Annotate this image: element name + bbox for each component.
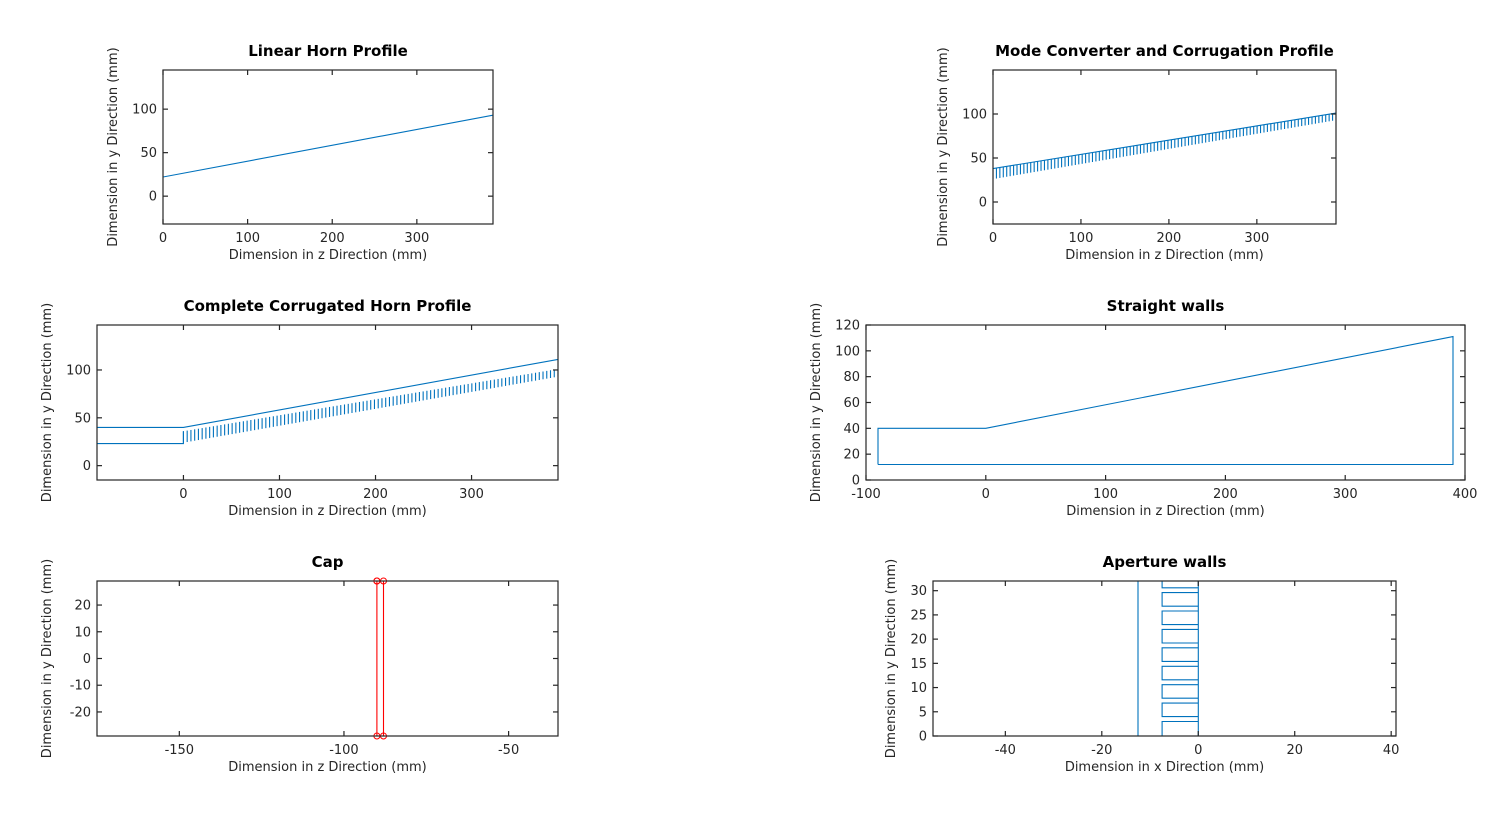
x-tick-label: 0 — [1194, 743, 1202, 758]
y-tick-label: 120 — [835, 319, 860, 334]
x-tick-label: 100 — [235, 231, 260, 246]
axis-box — [162, 69, 494, 225]
chart-complete-horn: 0 100 200 300 0 50 100 Complete Corrugated Horn… — [40, 297, 559, 519]
series-line-0 — [993, 112, 1336, 170]
series-line-0 — [877, 335, 1454, 466]
y-tick-label: 0 — [979, 196, 987, 211]
x-tick-label: 200 — [363, 487, 388, 502]
axis-box — [96, 324, 559, 481]
series-line-1 — [1161, 581, 1199, 736]
y-tick-label: 100 — [66, 363, 91, 378]
plot-area-complete-horn — [97, 358, 558, 445]
x-tick-label: 300 — [1333, 487, 1358, 502]
chart-title: Linear Horn Profile — [248, 42, 408, 60]
x-tick-label: 0 — [989, 231, 997, 246]
x-tick-label: 200 — [1156, 231, 1181, 246]
y-tick-label: 40 — [843, 422, 860, 437]
series-line-0 — [97, 358, 558, 428]
x-tick-label: 0 — [159, 231, 167, 246]
y-tick-label: 0 — [83, 459, 91, 474]
y-tick-label: 0 — [919, 730, 927, 745]
y-tick-label: 10 — [74, 625, 91, 640]
x-tick-label: -50 — [498, 743, 519, 758]
y-tick-label: 20 — [910, 633, 927, 648]
y-tick-label: 20 — [74, 599, 91, 614]
y-axis-label: Dimension in y Direction (mm) — [809, 303, 824, 502]
chart-title: Mode Converter and Corrugation Profile — [995, 42, 1334, 60]
x-tick-label: 100 — [1069, 231, 1094, 246]
y-tick-label: 0 — [852, 474, 860, 489]
x-axis-label: Dimension in z Direction (mm) — [228, 760, 427, 775]
chart-straight-walls: -100 0 100 200 300 400020406080100120Straight… — [809, 297, 1477, 519]
y-tick-label: 30 — [910, 584, 927, 599]
x-tick-label: 300 — [1244, 231, 1269, 246]
y-tick-label: 20 — [843, 448, 860, 463]
y-axis-label: Dimension in y Direction (mm) — [40, 559, 55, 758]
plot-area-cap — [376, 581, 385, 736]
y-tick-label: 80 — [843, 370, 860, 385]
y-tick-label: 100 — [962, 108, 987, 123]
x-tick-label: 200 — [1213, 487, 1238, 502]
x-tick-label: 300 — [404, 231, 429, 246]
x-axis-label: Dimension in z Direction (mm) — [228, 504, 427, 519]
chart-title: Cap — [312, 553, 344, 571]
y-tick-label: 50 — [970, 152, 987, 167]
chart-linear-horn: 0 100 200 300 0 50 100 Linear Horn Profile Dimen… — [106, 42, 494, 263]
x-tick-label: 0 — [179, 487, 187, 502]
y-tick-label: 100 — [835, 344, 860, 359]
chart-mode-converter: 0 100 200 300 0 50 100 Mode Converter and Corru… — [936, 42, 1337, 263]
x-tick-label: 0 — [982, 487, 990, 502]
x-tick-label: 40 — [1383, 743, 1400, 758]
y-axis-label: Dimension in y Direction (mm) — [40, 303, 55, 502]
plot-area-straight-walls — [877, 335, 1454, 466]
y-tick-label: -20 — [70, 705, 91, 720]
x-tick-label: -40 — [995, 743, 1016, 758]
y-axis-label: Dimension in y Direction (mm) — [936, 47, 951, 246]
y-tick-label: 0 — [149, 190, 157, 205]
y-axis-label: Dimension in y Direction (mm) — [106, 47, 121, 246]
chart-title: Complete Corrugated Horn Profile — [184, 297, 472, 315]
x-tick-label: -100 — [329, 743, 359, 758]
x-axis-label: Dimension in z Direction (mm) — [229, 248, 428, 263]
x-tick-label: -20 — [1091, 743, 1112, 758]
x-axis-label: Dimension in z Direction (mm) — [1065, 248, 1264, 263]
plot-area-linear-horn — [163, 114, 493, 178]
y-tick-label: 0 — [83, 652, 91, 667]
x-axis-label: Dimension in x Direction (mm) — [1065, 760, 1264, 775]
series-line-0 — [163, 114, 493, 178]
chart-aperture-walls: -40 -20 0 20 40 0 5 10 15 20 25 30 Aperture walls Dim… — [884, 553, 1399, 775]
x-tick-label: 300 — [459, 487, 484, 502]
y-tick-label: 100 — [132, 103, 157, 118]
y-tick-label: 5 — [919, 705, 927, 720]
plot-area-mode-converter — [993, 112, 1336, 180]
y-axis-label: Dimension in y Direction (mm) — [884, 559, 899, 758]
series-line-1 — [97, 431, 184, 445]
y-tick-label: 25 — [910, 608, 927, 623]
y-tick-label: 10 — [910, 681, 927, 696]
x-tick-label: 400 — [1453, 487, 1478, 502]
x-tick-label: 100 — [267, 487, 292, 502]
axis-box — [865, 324, 1466, 481]
plot-area-aperture-walls — [1137, 581, 1199, 736]
x-tick-label: 200 — [320, 231, 345, 246]
x-tick-label: 20 — [1286, 743, 1303, 758]
axis-box — [932, 580, 1397, 737]
chart-title: Aperture walls — [1103, 553, 1227, 571]
y-tick-label: 50 — [140, 146, 157, 161]
x-tick-label: -150 — [165, 743, 195, 758]
x-tick-label: -100 — [851, 487, 881, 502]
x-axis-label: Dimension in z Direction (mm) — [1066, 504, 1265, 519]
y-tick-label: -10 — [70, 679, 91, 694]
axis-box — [96, 580, 559, 737]
x-tick-label: 100 — [1093, 487, 1118, 502]
y-tick-label: 15 — [910, 657, 927, 672]
axis-box — [992, 69, 1337, 225]
chart-title: Straight walls — [1107, 297, 1225, 315]
series-line-0 — [376, 581, 385, 736]
y-tick-label: 60 — [843, 396, 860, 411]
y-tick-label: 50 — [74, 411, 91, 426]
